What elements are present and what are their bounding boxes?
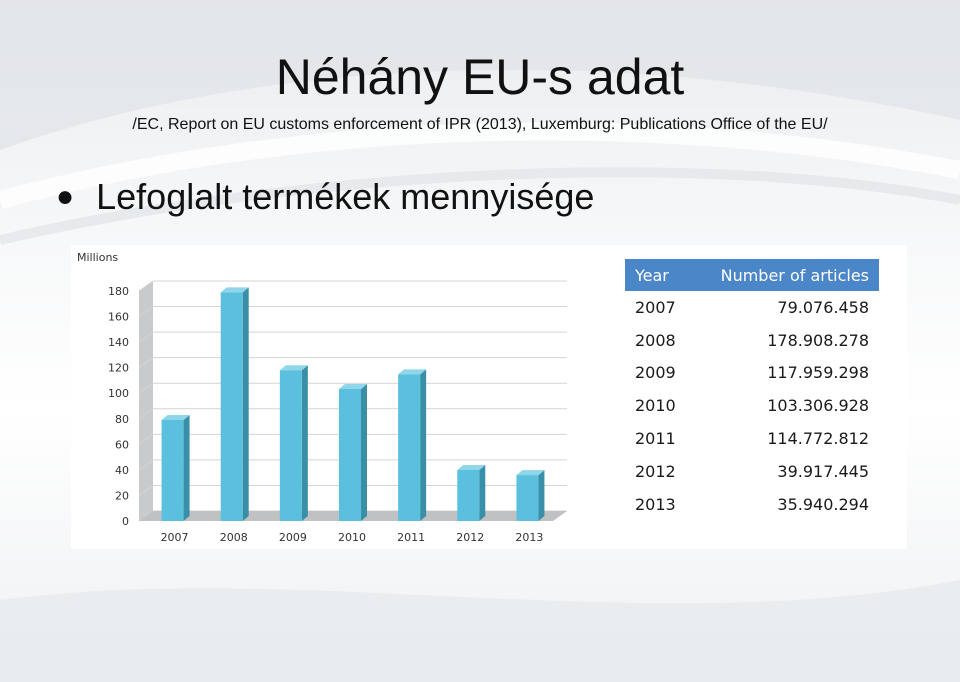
bullet-dot-icon: ●: [56, 180, 75, 213]
gridline-side: [138, 306, 154, 317]
bar-front: [161, 419, 184, 521]
y-tick-label: 0: [122, 515, 129, 528]
bar-2008: [220, 287, 249, 521]
bar-top: [161, 414, 190, 420]
table-cell-year: 2008: [635, 330, 676, 350]
table-row: 2011 114.772.812: [625, 422, 879, 455]
bar-top: [279, 365, 308, 371]
bar-front: [398, 374, 421, 521]
table-cell-year: 2010: [635, 396, 676, 416]
bullet-item: ● Lefoglalt termékek mennyisége: [56, 176, 594, 218]
x-tick-label: 2010: [338, 531, 366, 544]
bar-side: [538, 470, 545, 521]
gridline-side: [138, 485, 154, 496]
table-row: 2012 39.917.445: [625, 455, 879, 488]
bullet-text: Lefoglalt termékek mennyisége: [96, 176, 595, 217]
bar-top: [516, 470, 545, 476]
table-header-articles: Number of articles: [720, 265, 869, 285]
gridline-side: [138, 408, 154, 420]
table-cell-year: 2007: [635, 297, 676, 317]
chart-labels: 0 20 40 60 80 100 120 140 160 180 Millions 2007 2008…: [77, 251, 543, 544]
bar-2012: [457, 464, 486, 521]
table-body: 2007 79.076.458 2008 178.908.278 2009 117.959…: [625, 291, 879, 521]
gridline-side: [138, 331, 154, 343]
y-tick-label: 20: [115, 489, 129, 502]
y-tick-label: 160: [108, 311, 129, 324]
table-cell-articles: 79.076.458: [777, 297, 869, 317]
gridline-side: [138, 280, 154, 292]
bar-2011: [398, 369, 427, 521]
table-cell-articles: 35.940.294: [777, 494, 869, 514]
gridline-side: [138, 382, 154, 394]
table-cell-year: 2013: [635, 494, 676, 514]
x-tick-label: 2013: [515, 531, 543, 544]
table-row: 2010 103.306.928: [625, 389, 879, 422]
x-tick-label: 2011: [397, 531, 425, 544]
chart-panel: 0 20 40 60 80 100 120 140 160 180 Millions 2007 2008…: [71, 245, 907, 549]
table-row: 2009 117.959.298: [625, 357, 879, 390]
table-cell-year: 2012: [635, 461, 676, 481]
table-row: 2008 178.908.278: [625, 324, 879, 357]
chart-bars: [161, 287, 545, 521]
x-tick-label: 2012: [456, 531, 484, 544]
bar-side: [183, 414, 190, 521]
y-tick-label: 100: [108, 387, 129, 400]
y-tick-label: 40: [115, 464, 129, 477]
y-tick-label: 120: [108, 362, 129, 375]
bar-front: [457, 469, 480, 521]
bar-2007: [161, 414, 190, 521]
bar-side: [242, 287, 249, 521]
bar-2013: [516, 470, 545, 521]
bar-side: [361, 383, 367, 521]
table-row: 2013 35.940.294: [625, 488, 879, 521]
y-tick-label: 60: [115, 438, 129, 451]
bar-chart: 0 20 40 60 80 100 120 140 160 180 Millions 2007 2008…: [77, 251, 567, 544]
bar-2010: [339, 383, 367, 521]
source-citation: /EC, Report on EU customs enforcement of…: [132, 116, 828, 133]
table-cell-articles: 103.306.928: [767, 396, 869, 416]
y-tick-label: 140: [108, 336, 129, 349]
bar-front: [220, 292, 243, 521]
table-cell-year: 2011: [635, 429, 676, 449]
chart-side-wall: [139, 281, 153, 521]
y-axis-unit-label: Millions: [77, 251, 118, 264]
bar-front: [279, 370, 302, 521]
bar-top: [339, 383, 367, 389]
table-cell-articles: 178.908.278: [767, 330, 869, 350]
slide-title: Néhány EU-s adat: [275, 49, 685, 105]
bar-front: [516, 475, 539, 521]
bar-side: [479, 464, 486, 521]
table-header: Year Number of articles: [625, 259, 879, 291]
table-row: 2007 79.076.458: [625, 291, 879, 324]
x-tick-label: 2008: [220, 531, 248, 544]
table-cell-articles: 39.917.445: [777, 461, 869, 481]
gridline-side: [138, 357, 154, 369]
gridline-side: [138, 433, 154, 445]
x-tick-label: 2007: [161, 531, 189, 544]
bar-side: [301, 365, 308, 521]
table-cell-articles: 114.772.812: [767, 429, 869, 449]
bar-front: [339, 388, 361, 521]
gridline-side: [138, 459, 154, 471]
bar-2009: [279, 365, 308, 521]
table-cell-articles: 117.959.298: [767, 363, 869, 383]
bar-top: [220, 287, 249, 293]
bar-side: [420, 369, 427, 521]
table-header-year: Year: [635, 265, 669, 285]
y-tick-label: 80: [115, 413, 129, 426]
table-cell-year: 2009: [635, 363, 676, 383]
y-tick-label: 180: [108, 285, 129, 298]
bar-top: [398, 369, 427, 375]
bar-top: [457, 464, 486, 470]
x-tick-label: 2009: [279, 531, 307, 544]
articles-table: Year Number of articles 2007 79.076.458 20…: [625, 259, 879, 521]
